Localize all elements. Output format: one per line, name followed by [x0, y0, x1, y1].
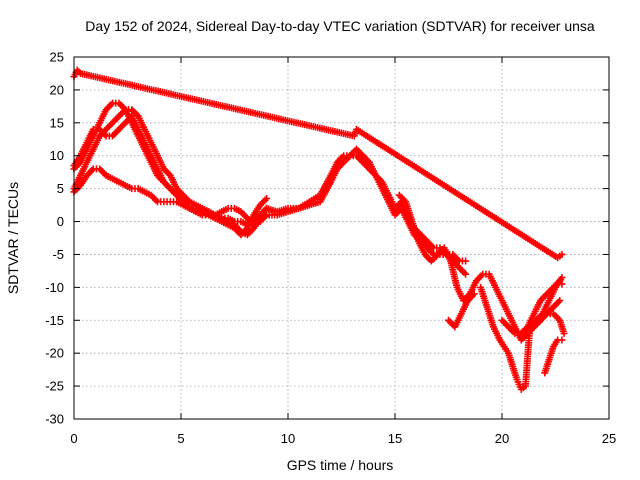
y-tick-label: -5	[52, 247, 64, 262]
y-tick-label: 25	[50, 50, 64, 65]
series-track-c	[70, 112, 271, 229]
series-track-l	[445, 290, 478, 331]
x-tick-label: 15	[388, 431, 402, 446]
y-tick-label: -10	[45, 280, 64, 295]
data-point	[556, 297, 564, 305]
series-track-j	[530, 310, 568, 337]
y-tick-label: -20	[45, 346, 64, 361]
data-point	[462, 257, 470, 265]
data-point	[263, 195, 271, 203]
data-point	[558, 336, 566, 344]
x-axis-label: GPS time / hours	[287, 457, 394, 473]
data-points	[70, 66, 568, 393]
y-tick-label: 10	[50, 148, 64, 163]
x-tick-label: 25	[602, 431, 616, 446]
y-tick-label: -25	[45, 379, 64, 394]
data-point	[558, 280, 566, 288]
y-tick-label: -30	[45, 412, 64, 427]
y-tick-label: 15	[50, 115, 64, 130]
data-point	[470, 290, 478, 298]
x-tick-label: 5	[177, 431, 184, 446]
series-track-d	[70, 165, 271, 229]
grid	[74, 57, 609, 419]
y-tick-label: 0	[57, 214, 64, 229]
x-tick-label: 20	[495, 431, 509, 446]
y-axis-label: SDTVAR / TECUs	[5, 182, 21, 294]
x-tick-label: 0	[70, 431, 77, 446]
series-track-m	[70, 66, 566, 262]
y-tick-label: -15	[45, 313, 64, 328]
y-tick-label: 5	[57, 181, 64, 196]
axis-ticks: 0 5 10 15 20 25 25 20 15 10 5 0 -5 -10 -15 -20 -25 -30	[45, 50, 616, 447]
data-point	[560, 329, 568, 337]
series-track-k	[541, 336, 566, 377]
data-point	[558, 250, 566, 258]
series-track-g	[395, 191, 564, 344]
plot-frame	[73, 56, 610, 420]
x-tick-label: 10	[281, 431, 295, 446]
series-track-i	[498, 277, 566, 337]
y-tick-label: 20	[50, 82, 64, 97]
chart-title: Day 152 of 2024, Sidereal Day-to-day VTE…	[85, 18, 595, 34]
data-point	[462, 270, 470, 278]
